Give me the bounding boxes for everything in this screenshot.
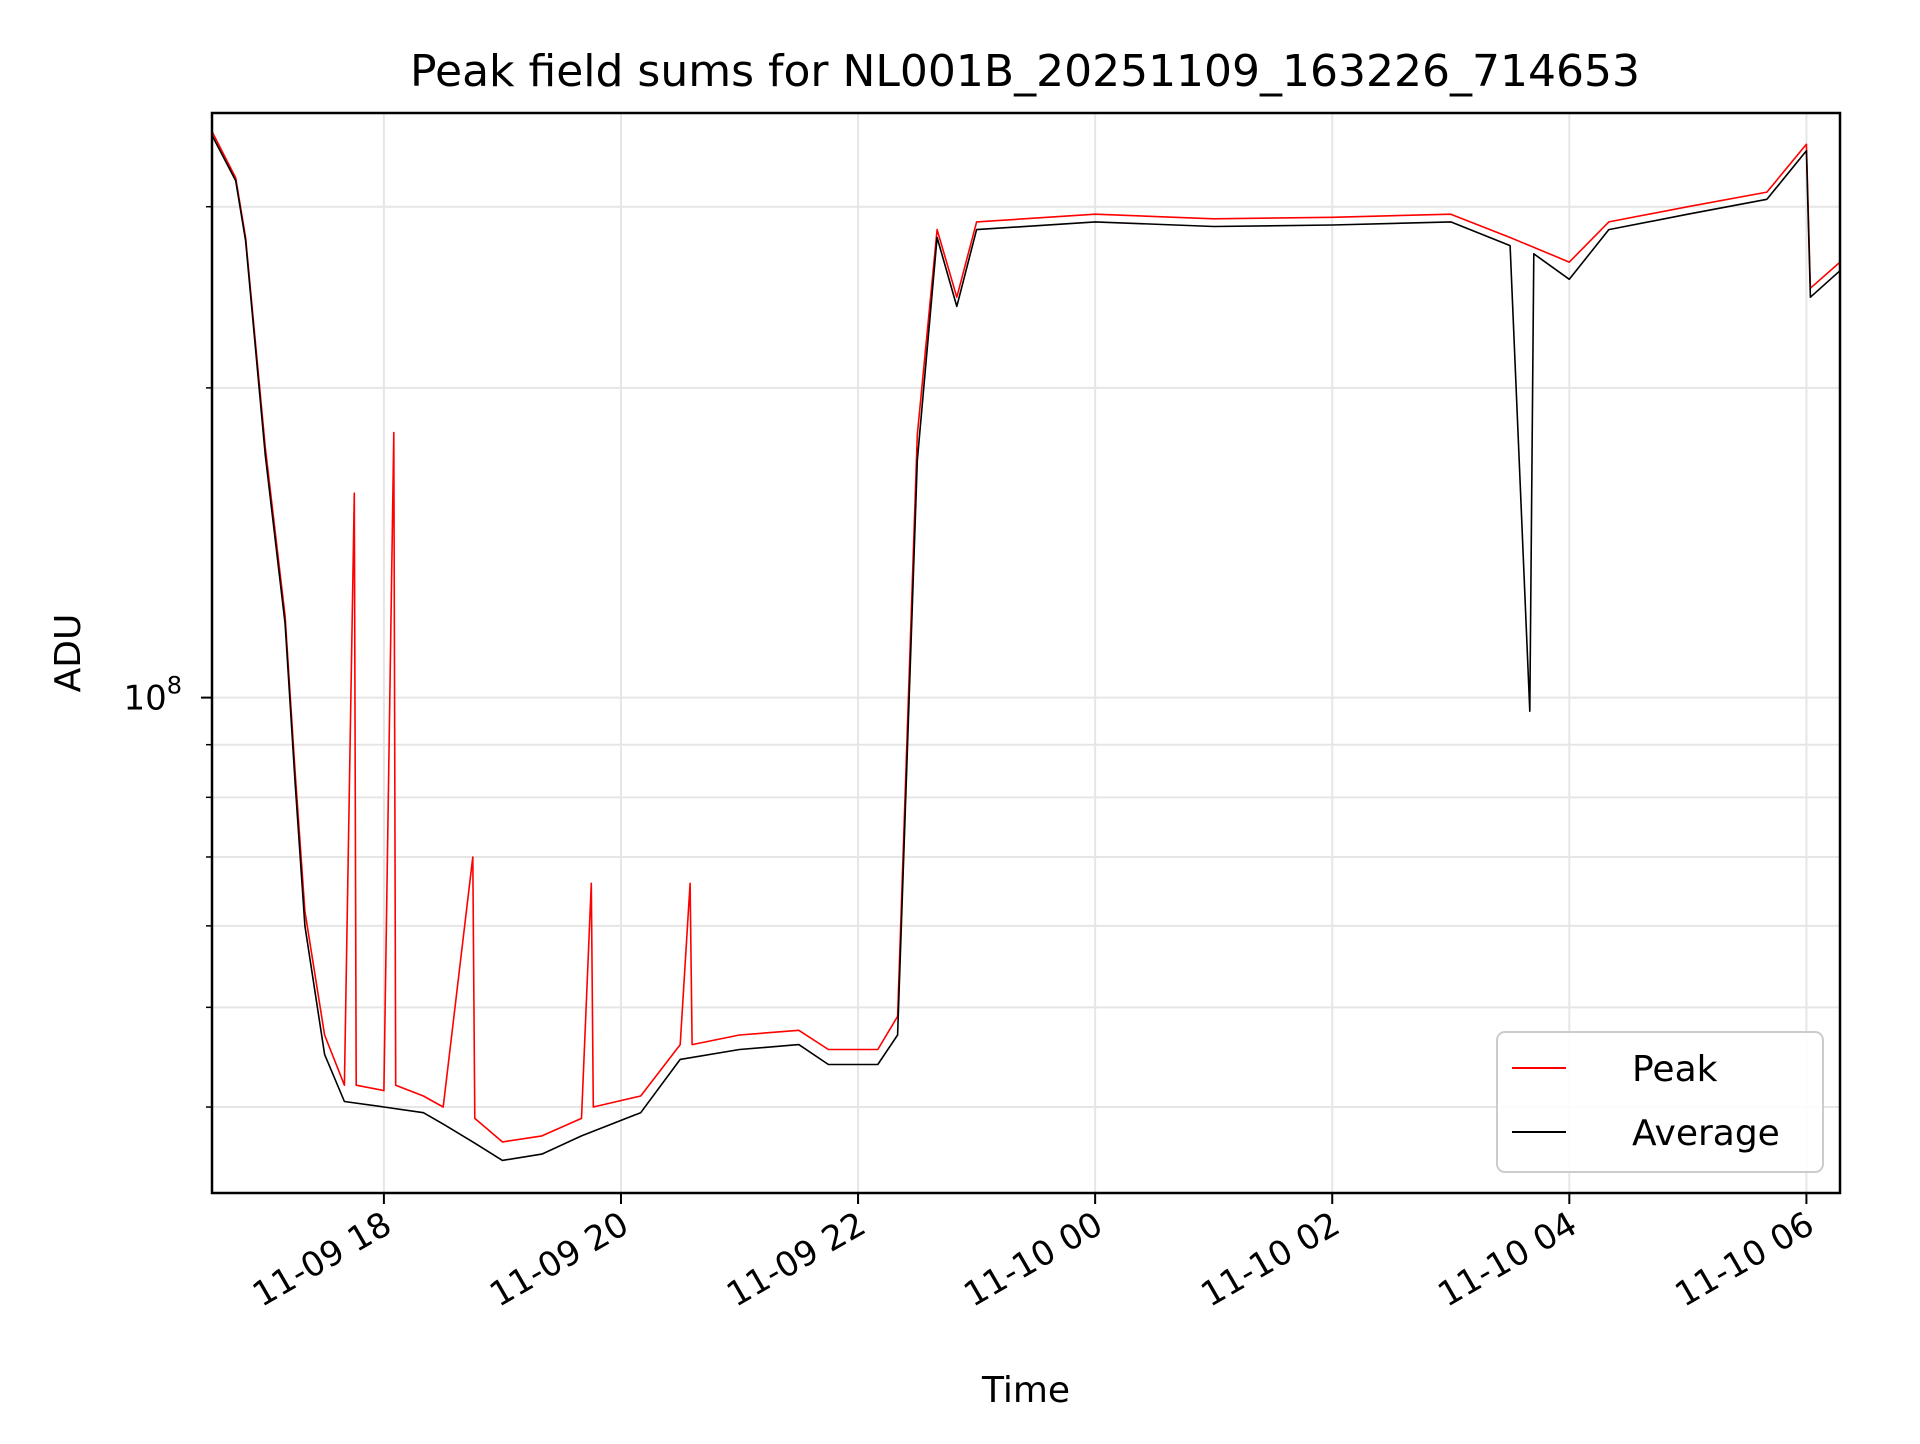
series-line-average — [211, 134, 1841, 1162]
chart-title: Peak field sums for NL001B_20251109_1632… — [410, 46, 1640, 97]
y-axis-ticks: 108 — [123, 205, 212, 1108]
grid — [212, 113, 1840, 1193]
plot-frame — [210, 111, 1842, 1195]
legend-box — [1496, 1031, 1824, 1173]
y-tick-label: 108 — [123, 672, 182, 719]
legend-label-peak: Peak — [1632, 1049, 1718, 1090]
y-axis-label: ADU — [48, 614, 89, 693]
legend-label-average: Average — [1632, 1113, 1780, 1154]
series-layer — [211, 131, 1841, 1162]
series-line-peak — [211, 131, 1841, 1143]
legend: Peak Average — [1496, 1031, 1824, 1173]
x-axis-label: Time — [981, 1370, 1070, 1411]
